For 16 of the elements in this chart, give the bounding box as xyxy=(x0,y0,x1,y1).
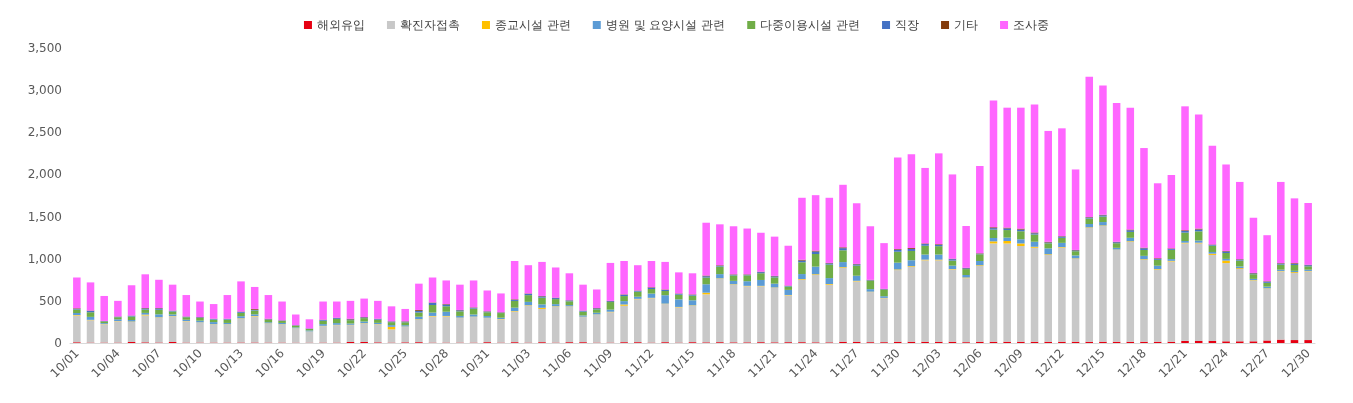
y-tick-label: 3,000 xyxy=(27,83,62,98)
legend-label: 기타 xyxy=(954,18,979,32)
legend-label: 확진자접촉 xyxy=(399,18,460,32)
legend-label: 병원 및 요양시설 관련 xyxy=(605,18,726,32)
y-tick-label: 3,500 xyxy=(27,41,62,55)
y-tick-label: 2,500 xyxy=(27,125,62,140)
y-tick-label: 1,000 xyxy=(27,251,62,266)
legend-label: 직장 xyxy=(895,18,920,32)
legend-label: 다중이용시설 관련 xyxy=(760,18,861,32)
legend-label: 조사중 xyxy=(1013,18,1050,32)
y-tick-label: 0 xyxy=(54,336,62,350)
y-tick-label: 2,000 xyxy=(27,167,62,182)
legend-label: 해외유입 xyxy=(316,18,365,32)
y-tick-label: 500 xyxy=(39,293,62,308)
legend-label: 종교시설 관련 xyxy=(494,18,571,32)
y-tick-label: 1,500 xyxy=(27,209,62,224)
